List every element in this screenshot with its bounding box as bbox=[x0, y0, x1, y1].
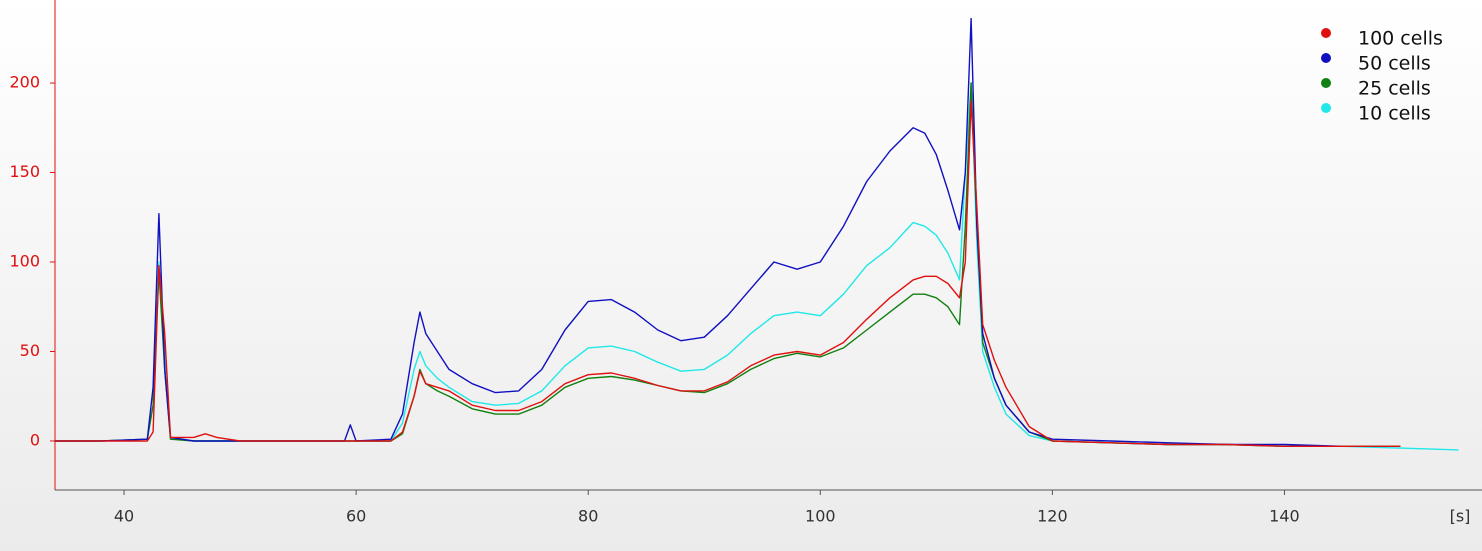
x-tick-label: 140 bbox=[1269, 507, 1300, 526]
legend-marker bbox=[1321, 53, 1331, 63]
legend-label: 25 cells bbox=[1358, 78, 1431, 100]
x-tick-label: 120 bbox=[1037, 507, 1068, 526]
y-tick-label: 50 bbox=[20, 341, 40, 360]
legend-label: 10 cells bbox=[1358, 103, 1431, 125]
legend-label: 100 cells bbox=[1358, 28, 1443, 50]
y-tick-label: 100 bbox=[9, 252, 40, 271]
x-axis-label: [s] bbox=[1450, 507, 1471, 526]
y-tick-label: 200 bbox=[9, 73, 40, 92]
x-tick-label: 80 bbox=[578, 507, 598, 526]
legend-marker bbox=[1321, 103, 1331, 113]
legend-label: 50 cells bbox=[1358, 53, 1431, 75]
y-tick-label: 0 bbox=[30, 430, 40, 449]
x-tick-label: 100 bbox=[805, 507, 836, 526]
series-line bbox=[54, 17, 1343, 447]
y-tick-label: 150 bbox=[9, 162, 40, 181]
legend-marker bbox=[1321, 78, 1331, 88]
series-line bbox=[54, 100, 1401, 447]
x-tick-label: 60 bbox=[346, 507, 366, 526]
legend-marker bbox=[1321, 28, 1331, 38]
x-tick-label: 40 bbox=[114, 507, 134, 526]
